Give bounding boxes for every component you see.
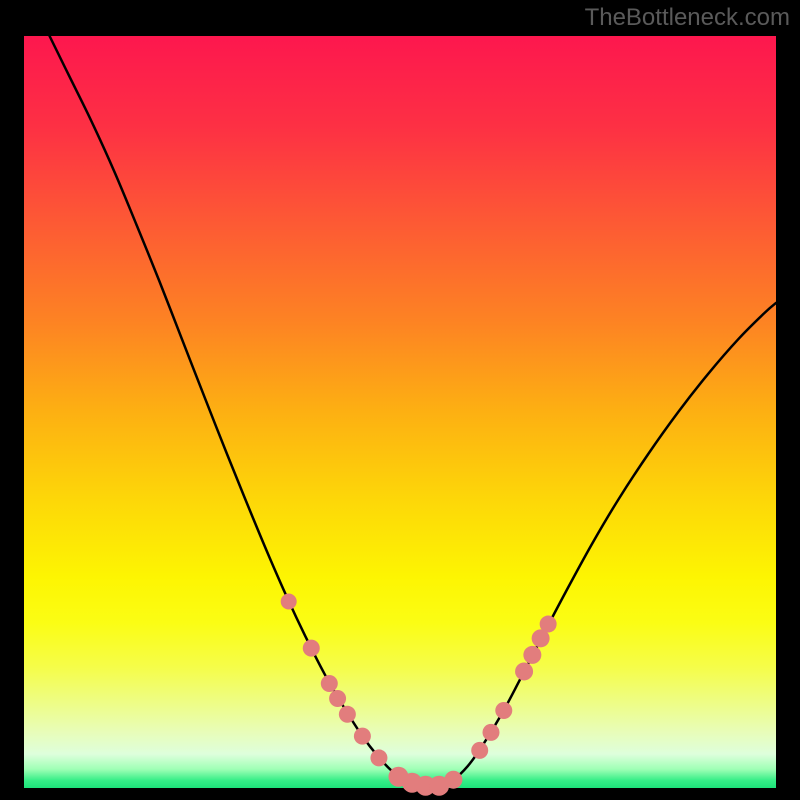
data-marker (370, 749, 387, 766)
data-marker (482, 724, 499, 741)
data-marker (515, 662, 533, 680)
data-marker (321, 675, 338, 692)
data-marker (303, 640, 320, 657)
data-marker (444, 771, 462, 789)
data-marker (354, 728, 371, 745)
plot-background (24, 36, 776, 788)
bottleneck-curve-chart (0, 0, 800, 800)
data-marker (471, 742, 488, 759)
data-marker (540, 616, 557, 633)
data-marker (281, 594, 297, 610)
chart-container: { "canvas": { "width": 800, "height": 80… (0, 0, 800, 800)
data-marker (523, 646, 541, 664)
data-marker (495, 702, 512, 719)
data-marker (329, 690, 346, 707)
watermark-text: TheBottleneck.com (585, 4, 790, 32)
data-marker (339, 706, 356, 723)
